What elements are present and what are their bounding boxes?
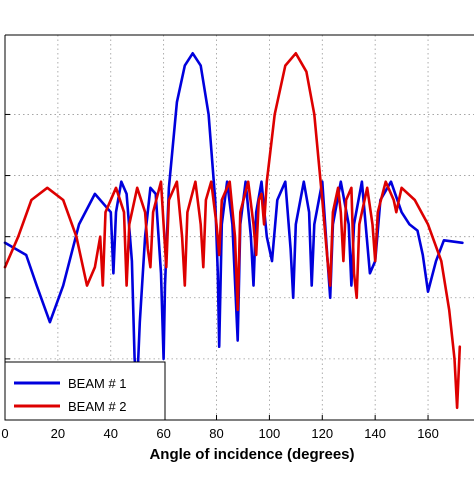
- x-tick-label: 80: [209, 426, 223, 441]
- x-tick-label: 20: [51, 426, 65, 441]
- x-tick-label: 0: [1, 426, 8, 441]
- legend: BEAM # 1 BEAM # 2: [4, 361, 166, 421]
- legend-label-beam-2: BEAM # 2: [68, 399, 127, 414]
- x-tick-label: 120: [311, 426, 333, 441]
- x-tick-label: 100: [259, 426, 281, 441]
- x-tick-label: 60: [156, 426, 170, 441]
- x-ticks: 0 20 40 60 80 100 120 140 160: [1, 415, 439, 441]
- x-axis-title: Angle of incidence (degrees): [149, 446, 354, 463]
- x-tick-label: 160: [417, 426, 439, 441]
- x-tick-label: 40: [104, 426, 118, 441]
- series-line-beam-2: [3, 52, 462, 410]
- series-line-beam-1: [3, 52, 464, 385]
- legend-box: [4, 361, 166, 421]
- legend-label-beam-1: BEAM # 1: [68, 376, 127, 391]
- y-ticks: [5, 113, 10, 360]
- x-tick-label: 140: [364, 426, 386, 441]
- series-lines: [3, 52, 464, 410]
